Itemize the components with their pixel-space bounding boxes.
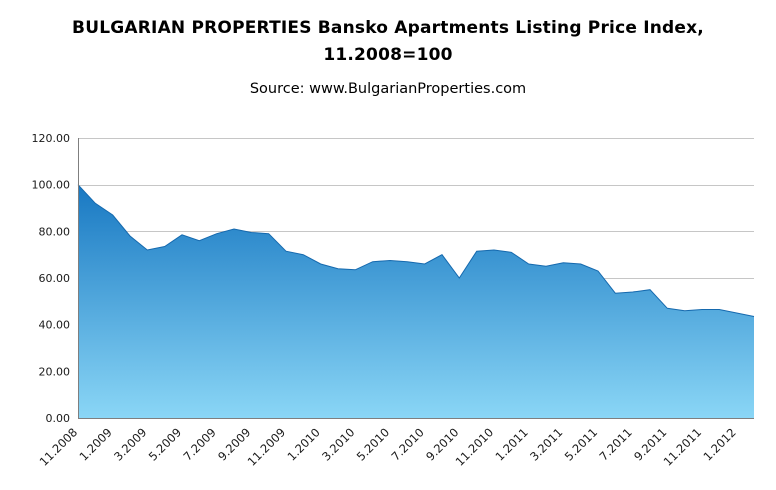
y-axis-tick-label: 40.00 (39, 319, 71, 332)
y-axis-tick-label: 100.00 (32, 179, 71, 192)
x-axis-tick-label: 1.2011 (492, 425, 530, 463)
x-axis-tick-label: 3.2011 (527, 425, 565, 463)
x-axis-tick-label: 7.2010 (388, 425, 426, 463)
y-axis-tick-label: 0.00 (46, 412, 71, 425)
x-axis-tick-label: 5.2011 (562, 425, 600, 463)
x-axis-tick-label: 1.2009 (76, 425, 114, 463)
x-axis-tick-label: 11.2011 (661, 425, 705, 469)
x-axis-tick-label: 7.2009 (180, 425, 218, 463)
x-axis-tick-label: 3.2010 (319, 425, 357, 463)
chart-title-line2: 11.2008=100 (323, 45, 453, 66)
x-axis-tick-label: 5.2009 (146, 425, 184, 463)
y-axis-tick-label: 80.00 (39, 225, 71, 238)
x-axis-tick-label: 11.2009 (245, 425, 289, 469)
y-axis-tick-label: 60.00 (39, 272, 71, 285)
x-axis-tick-label: 11.2008 (37, 425, 81, 469)
chart-source: Source: www.BulgarianProperties.com (249, 81, 527, 98)
area-series (78, 184, 754, 418)
x-axis-tick-label: 7.2011 (596, 425, 634, 463)
chart-title: BULGARIAN PROPERTIES Bansko Apartments L… (0, 0, 776, 69)
x-axis-tick-label: 1.2012 (700, 425, 738, 463)
x-axis-tick-label: 1.2010 (284, 425, 322, 463)
chart-area: 0.00 20.00 40.00 60.00 80.00 100.00 120.00 11.2… (0, 118, 776, 486)
y-axis-tick-label: 120.00 (32, 132, 71, 145)
x-axis-tick-label: 3.2009 (111, 425, 149, 463)
x-axis-tick-label: 5.2010 (354, 425, 392, 463)
chart-title-line1: BULGARIAN PROPERTIES Bansko Apartments L… (72, 18, 704, 38)
price-index-area-chart: 0.00 20.00 40.00 60.00 80.00 100.00 120.00 11.2… (32, 132, 755, 469)
y-axis-tick-label: 20.00 (39, 365, 71, 378)
x-axis-tick-label: 11.2010 (453, 425, 497, 469)
